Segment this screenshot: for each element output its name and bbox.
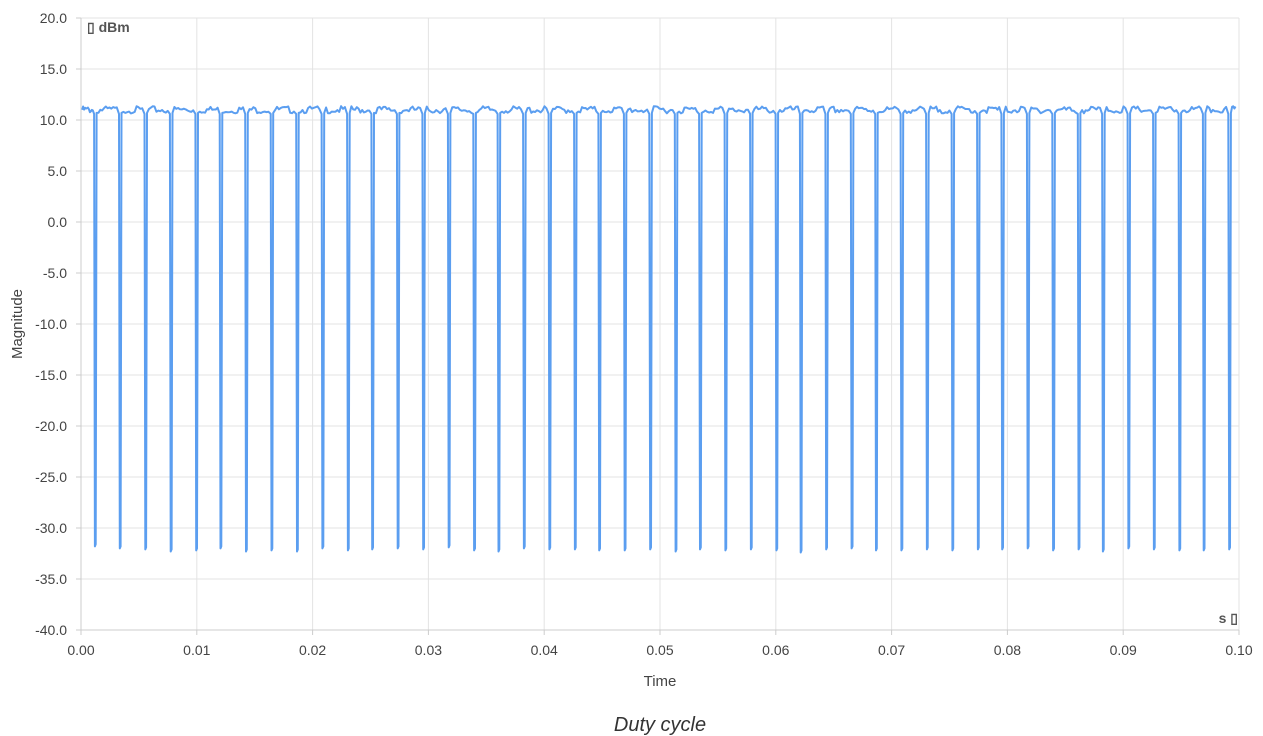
series-line: [81, 105, 1237, 554]
labels: ▯ dBm s ▯ Magnitude Time Duty cycle: [9, 19, 1238, 736]
y-tick-label: 15.0: [40, 61, 67, 77]
x-tick-label: 0.02: [299, 642, 326, 658]
y-tick-label: 10.0: [40, 112, 67, 128]
y-tick-label: 5.0: [48, 163, 68, 179]
x-tick-label: 0.03: [415, 642, 442, 658]
y-tick-label: -20.0: [35, 418, 67, 434]
y-tick-label: -35.0: [35, 571, 67, 587]
x-tick-label: 0.10: [1225, 642, 1252, 658]
x-tick-label: 0.06: [762, 642, 789, 658]
y-tick-label: 20.0: [40, 10, 67, 26]
x-tick-label: 0.08: [994, 642, 1021, 658]
x-axis-title: Time: [644, 673, 677, 690]
y-tick-label: 0.0: [48, 214, 68, 230]
x-tick-label: 0.01: [183, 642, 210, 658]
x-tick-label: 0.00: [67, 642, 94, 658]
axes: 20.0 15.0 10.0 5.0 0.0 -5.0 -10.0 -15.0 -20.0 -25…: [35, 10, 1253, 658]
x-tick-label: 0.09: [1110, 642, 1137, 658]
x-tick-label: 0.05: [646, 642, 673, 658]
x-tick-label: 0.07: [878, 642, 905, 658]
y-tick-label: -40.0: [35, 622, 67, 638]
y-tick-label: -25.0: [35, 469, 67, 485]
y-tick-label: -15.0: [35, 367, 67, 383]
x-unit-label: s ▯: [1219, 610, 1238, 626]
y-tick-label: -30.0: [35, 520, 67, 536]
y-tick-label: -5.0: [43, 265, 67, 281]
y-tick-label: -10.0: [35, 316, 67, 332]
chart-caption: Duty cycle: [614, 714, 706, 736]
x-tick-label: 0.04: [531, 642, 558, 658]
series-layer: [81, 105, 1237, 554]
y-axis-title: Magnitude: [9, 289, 26, 359]
y-unit-label: ▯ dBm: [87, 19, 130, 35]
